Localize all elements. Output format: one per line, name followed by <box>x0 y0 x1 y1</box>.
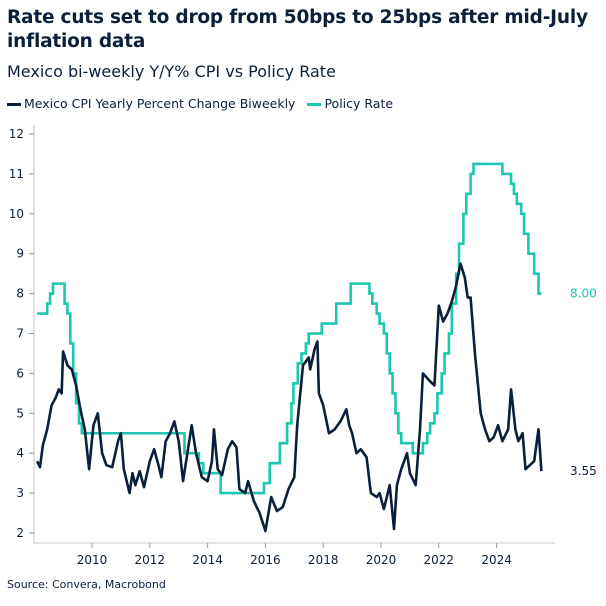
y-tick-label: 12 <box>9 127 24 141</box>
legend: Mexico CPI Yearly Percent Change Biweekl… <box>7 96 393 111</box>
x-tick-label: 2012 <box>135 553 166 567</box>
last-value-label-policy-rate: 8.00 <box>570 287 597 301</box>
legend-swatch-cpi <box>7 103 21 106</box>
source-note: Source: Convera, Macrobond <box>7 578 166 591</box>
legend-label-cpi: Mexico CPI Yearly Percent Change Biweekl… <box>24 96 296 111</box>
y-tick-label: 3 <box>16 486 24 500</box>
y-tick-label: 9 <box>16 247 24 261</box>
series-line-cpi <box>35 262 543 533</box>
x-tick-label: 2010 <box>77 553 108 567</box>
x-tick-label: 2024 <box>481 553 512 567</box>
legend-item-cpi: Mexico CPI Yearly Percent Change Biweekl… <box>7 96 295 111</box>
y-tick-label: 5 <box>16 406 24 420</box>
y-tick-label: 10 <box>9 207 24 221</box>
y-tick-label: 8 <box>16 287 24 301</box>
x-tick-label: 2014 <box>192 553 223 567</box>
chart-title: Rate cuts set to drop from 50bps to 25bp… <box>7 7 588 52</box>
legend-label-policy-rate: Policy Rate <box>324 96 394 111</box>
y-tick-label: 6 <box>16 366 24 380</box>
y-tick-label: 2 <box>16 526 24 540</box>
series-line-policy-rate <box>37 162 542 495</box>
last-value-label-cpi: 3.55 <box>570 464 597 478</box>
legend-swatch-policy-rate <box>307 103 322 106</box>
y-tick-label: 4 <box>16 446 24 460</box>
x-tick-label: 2022 <box>424 553 455 567</box>
legend-item-policy-rate: Policy Rate <box>307 96 393 111</box>
y-tick-label: 7 <box>16 327 24 341</box>
chart-subtitle: Mexico bi-weekly Y/Y% CPI vs Policy Rate <box>7 62 336 81</box>
x-tick-label: 2020 <box>366 553 397 567</box>
x-tick-label: 2016 <box>250 553 281 567</box>
y-tick-label: 11 <box>9 167 24 181</box>
x-tick-label: 2018 <box>308 553 339 567</box>
